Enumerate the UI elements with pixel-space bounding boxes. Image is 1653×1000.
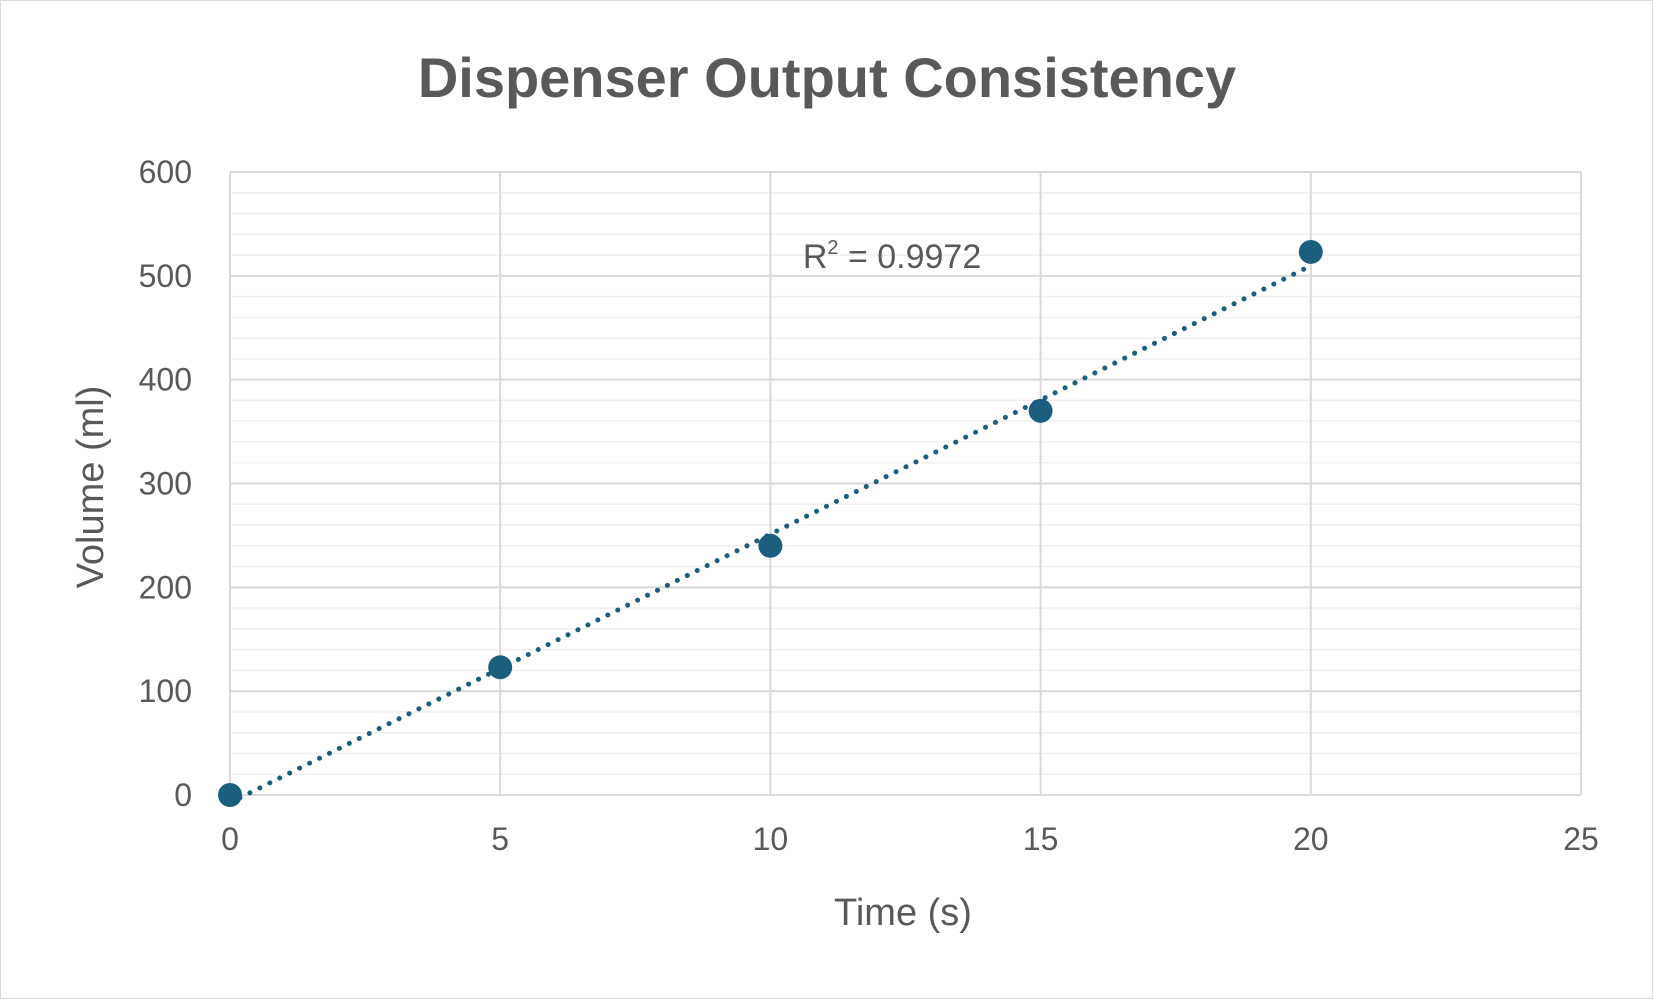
- trendline: [227, 263, 1314, 806]
- x-tick-labels: 0 5 10 15 20 25: [221, 821, 1599, 857]
- minor-gridlines: [230, 192, 1581, 775]
- data-point: [1298, 239, 1323, 264]
- y-tick-label: 100: [139, 673, 192, 709]
- major-gridlines: [229, 171, 1582, 796]
- chart-title: Dispenser Output Consistency: [418, 46, 1236, 109]
- x-tick-label: 0: [221, 821, 239, 857]
- data-point: [488, 655, 513, 680]
- x-axis-label: Time (s): [834, 892, 972, 934]
- r2-value: = 0.9972: [839, 238, 982, 276]
- data-point: [218, 783, 242, 807]
- x-tick-label: 10: [753, 821, 789, 857]
- x-tick-label: 5: [491, 821, 509, 857]
- r2-prefix: R: [803, 238, 828, 276]
- data-point: [758, 533, 783, 558]
- data-point: [1028, 398, 1053, 423]
- r-squared-annotation: R2 = 0.9972: [803, 237, 981, 276]
- y-tick-label: 600: [139, 154, 192, 190]
- y-tick-label: 0: [174, 777, 192, 813]
- y-tick-labels: 0 100 200 300 400 500 600: [139, 154, 192, 813]
- y-axis-label: Volume (ml): [70, 386, 112, 589]
- y-tick-label: 300: [139, 466, 192, 502]
- trendline-layer: [227, 263, 1314, 806]
- data-points: [218, 239, 1323, 807]
- y-tick-label: 500: [139, 258, 192, 294]
- y-tick-label: 400: [139, 362, 192, 398]
- y-tick-label: 200: [139, 569, 192, 605]
- x-tick-label: 25: [1563, 821, 1599, 857]
- r2-superscript: 2: [827, 237, 838, 259]
- x-tick-label: 20: [1293, 821, 1329, 857]
- x-tick-label: 15: [1023, 821, 1059, 857]
